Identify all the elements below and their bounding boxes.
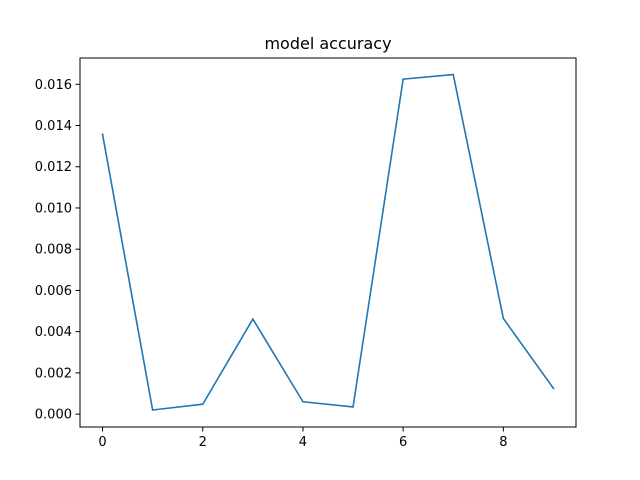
y-tick-label: 0.004 [35,325,72,340]
y-tick-label: 0.014 [35,119,72,134]
data-point [552,387,555,390]
data-point [352,406,354,408]
y-tick-label: 0.010 [35,201,72,216]
x-tick-label: 4 [299,435,307,450]
x-tick-label: 2 [199,435,207,450]
y-tick-label: 0.002 [35,366,72,381]
x-tick-label: 8 [499,435,507,450]
data-point [502,317,505,320]
chart-title: model accuracy [264,34,391,53]
data-point [251,318,254,320]
y-tick-label: 0.012 [35,160,72,175]
x-tick-label: 0 [98,435,106,450]
y-axis: 0.000 0.002 0.004 0.006 0.008 0.010 0.012 0.014… [35,78,80,423]
x-tick-label: 6 [399,435,407,450]
series-line [101,73,555,411]
data-point [452,73,455,76]
data-point [201,403,204,406]
y-tick-label: 0.016 [35,78,72,93]
y-tick-label: 0.008 [35,243,72,258]
data-point [151,409,154,411]
data-point [101,133,104,136]
data-point [402,78,405,81]
data-point [302,400,304,403]
x-axis: 0 2 4 6 8 [98,427,507,450]
series-group [101,73,555,411]
y-tick-label: 0.006 [35,284,72,299]
plot-frame [79,57,577,428]
y-tick-label: 0.000 [35,408,72,423]
plot-area [79,57,577,428]
